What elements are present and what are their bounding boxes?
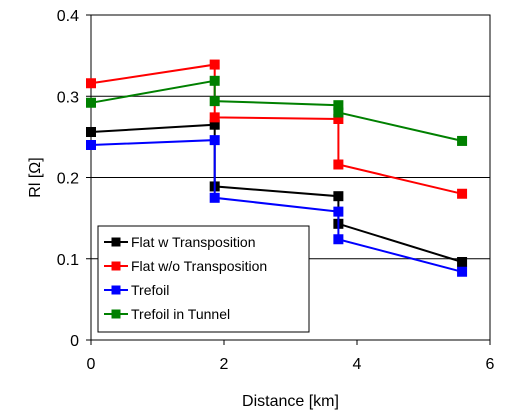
data-point-marker (209, 96, 220, 107)
axis-ticks: 0 0.1 0.2 0.3 0.4 0 2 4 6 (57, 8, 495, 373)
legend: Flat w Transposition Flat w/o Transpositi… (97, 225, 310, 333)
legend-swatch-marker (111, 261, 121, 271)
series-lines (86, 59, 468, 277)
series-line (90, 139, 463, 273)
legend-label: Trefoil in Tunnel (131, 306, 230, 322)
legend-box (97, 225, 310, 333)
legend-swatch-marker (111, 237, 121, 247)
y-tick-label: 0.2 (57, 171, 79, 188)
series-group (86, 75, 468, 146)
series-line (90, 79, 463, 142)
legend-label: Flat w Transposition (131, 234, 256, 250)
x-tick-label: 2 (220, 356, 229, 373)
x-tick-label: 0 (87, 356, 96, 373)
y-tick-label: 0 (70, 333, 79, 350)
data-point-marker (457, 266, 468, 277)
x-tick-label: 4 (353, 356, 362, 373)
legend-swatch-marker (111, 285, 121, 295)
data-point-marker (457, 135, 468, 146)
data-point-marker (333, 206, 344, 217)
legend-label: Trefoil (131, 282, 169, 298)
data-point-marker (333, 234, 344, 245)
series-line (90, 123, 463, 263)
data-point-marker (333, 159, 344, 170)
data-point-marker (209, 135, 220, 146)
y-tick-label: 0.1 (57, 252, 79, 269)
data-point-marker (86, 140, 96, 150)
data-point-marker (86, 78, 96, 89)
legend-swatch-marker (111, 309, 121, 319)
data-point-marker (333, 107, 344, 118)
data-point-marker (86, 97, 96, 108)
legend-label: Flat w/o Transposition (131, 258, 267, 274)
data-point-marker (209, 112, 220, 123)
x-axis-title: Distance [km] (242, 393, 339, 410)
data-point-marker (457, 257, 468, 267)
data-point-marker (209, 75, 220, 86)
y-axis-title: Rl [Ω] (27, 157, 44, 197)
data-point-marker (457, 188, 468, 199)
series-line (90, 63, 463, 195)
data-point-marker (209, 59, 220, 70)
x-tick-label: 6 (486, 356, 495, 373)
y-tick-label: 0.3 (57, 89, 79, 106)
series-group (86, 135, 468, 277)
data-point-marker (209, 192, 220, 203)
y-tick-label: 0.4 (57, 8, 79, 25)
data-point-marker (333, 191, 344, 202)
series-group (86, 59, 468, 199)
data-point-marker (86, 127, 96, 137)
